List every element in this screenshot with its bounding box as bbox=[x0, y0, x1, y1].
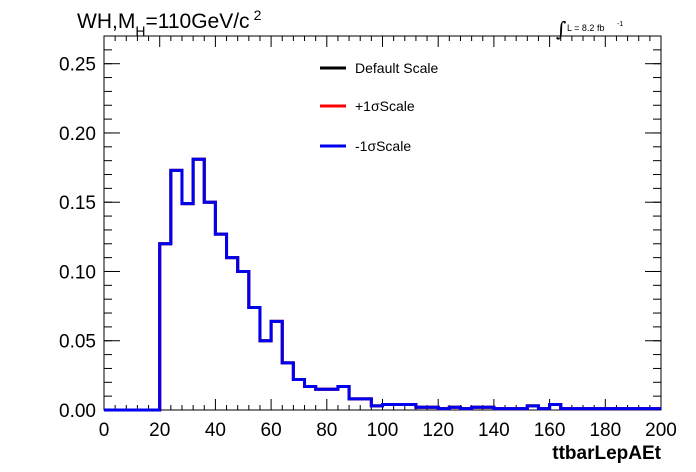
x-tick-label: 200 bbox=[645, 420, 677, 441]
x-tick-label: 20 bbox=[149, 420, 170, 441]
x-axis: 0 20 40 60 80 100 120 140 160 180 200 bbox=[99, 36, 677, 441]
series-line-minus-1sigma-scale bbox=[104, 157, 661, 412]
x-tick-label: 160 bbox=[534, 420, 566, 441]
series-line-default-scale bbox=[104, 157, 661, 412]
x-tick-label: 60 bbox=[261, 420, 282, 441]
luminosity-label: ∫ L = 8.2 fb -1 bbox=[556, 17, 623, 41]
x-axis-title: ttbarLepAEt bbox=[552, 443, 661, 464]
x-tick-label: 80 bbox=[316, 420, 337, 441]
x-tick-label: 120 bbox=[422, 420, 454, 441]
y-axis: 0.00 0.05 0.10 0.15 0.20 0.25 bbox=[59, 49, 661, 422]
legend-label: +1σScale bbox=[355, 98, 415, 114]
header-main: WH,M bbox=[77, 10, 135, 33]
legend-label: -1σScale bbox=[355, 138, 411, 154]
luminosity-superscript: -1 bbox=[617, 21, 623, 28]
x-tick-label: 0 bbox=[99, 420, 110, 441]
y-tick-label: 0.20 bbox=[59, 124, 96, 145]
series-line-plus-1sigma-scale bbox=[104, 157, 661, 412]
y-tick-label: 0.25 bbox=[59, 55, 96, 76]
header-subscript: H bbox=[135, 23, 145, 39]
x-tick-label: 140 bbox=[478, 420, 510, 441]
plot-header: WH,MH=110GeV/c 2 bbox=[77, 7, 262, 39]
header-rest: =110GeV/c bbox=[145, 10, 249, 33]
plot-frame bbox=[103, 35, 662, 411]
header-superscript: 2 bbox=[254, 7, 262, 23]
legend: Default Scale +1σScale -1σScale bbox=[320, 60, 438, 154]
y-tick-label: 0.00 bbox=[59, 401, 96, 422]
y-tick-label: 0.10 bbox=[59, 262, 96, 283]
x-tick-label: 40 bbox=[205, 420, 226, 441]
legend-label: Default Scale bbox=[355, 60, 438, 76]
y-tick-label: 0.05 bbox=[59, 332, 96, 353]
series-layer bbox=[104, 157, 661, 412]
luminosity-text: L = 8.2 fb bbox=[567, 23, 604, 33]
y-tick-label: 0.15 bbox=[59, 193, 96, 214]
integral-symbol: ∫ bbox=[556, 17, 566, 41]
x-tick-label: 100 bbox=[367, 420, 399, 441]
x-tick-label: 180 bbox=[589, 420, 621, 441]
